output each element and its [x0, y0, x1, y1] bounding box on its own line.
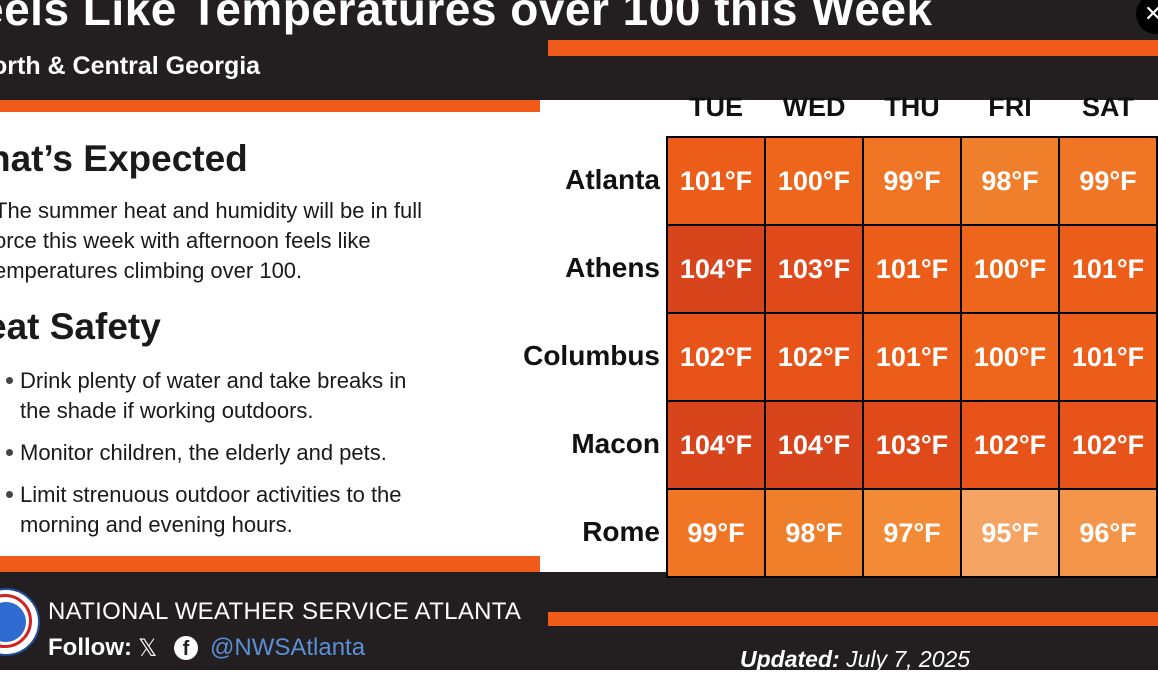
temp-cell-athens-sat: 101°F	[1060, 226, 1156, 312]
expected-line: emperatures climbing over 100.	[0, 258, 303, 283]
temp-cell-macon-sat: 102°F	[1060, 402, 1156, 488]
temp-cell-macon-tue: 104°F	[668, 402, 764, 488]
facebook-icon[interactable]: f	[174, 636, 198, 660]
accent-stripe-bottom-left	[0, 556, 540, 572]
temp-cell-macon-thu: 103°F	[864, 402, 960, 488]
temp-cell-macon-wed: 104°F	[766, 402, 862, 488]
safety-bullet: Drink plenty of water and take breaks in…	[6, 366, 500, 426]
city-label-atlanta: Atlanta	[565, 164, 660, 195]
day-header-tue: TUE	[689, 92, 743, 122]
temp-cell-rome-tue: 99°F	[668, 490, 764, 576]
temp-cell-atlanta-thu: 99°F	[864, 138, 960, 224]
city-label-rome: Rome	[582, 516, 660, 547]
bullet-line: Monitor children, the elderly and pets.	[20, 440, 387, 465]
safety-bullet: Limit strenuous outdoor activities to th…	[6, 480, 500, 540]
city-label-athens: Athens	[565, 252, 660, 283]
temp-cell-macon-fri: 102°F	[962, 402, 1058, 488]
bullet-line: Drink plenty of water and take breaks in	[20, 368, 407, 393]
bullet-dot-icon	[6, 377, 13, 384]
expected-heading: hat’s Expected	[0, 138, 248, 179]
temp-cell-columbus-sat: 101°F	[1060, 314, 1156, 400]
city-label-macon: Macon	[571, 428, 660, 459]
temp-cell-rome-sat: 96°F	[1060, 490, 1156, 576]
follow-label: Follow:	[48, 634, 132, 661]
temp-cell-columbus-tue: 102°F	[668, 314, 764, 400]
temp-cell-athens-fri: 100°F	[962, 226, 1058, 312]
expected-body: The summer heat and humidity will be in …	[0, 196, 494, 286]
accent-stripe-left	[0, 100, 540, 112]
bullet-dot-icon	[6, 491, 13, 498]
bullet-line: the shade if working outdoors.	[20, 398, 314, 423]
page-title: eels Like Temperatures over 100 this Wee…	[0, 0, 933, 35]
page-subtitle: orth & Central Georgia	[0, 52, 261, 80]
temperature-grid: 101°F 100°F 99°F 98°F 99°F 104°F 103°F 101°F 100…	[666, 136, 1158, 578]
day-header-thu: THU	[884, 92, 940, 122]
temp-cell-atlanta-wed: 100°F	[766, 138, 862, 224]
temp-cell-atlanta-fri: 98°F	[962, 138, 1058, 224]
close-icon[interactable]: ✕	[1136, 0, 1158, 34]
temp-cell-athens-wed: 103°F	[766, 226, 862, 312]
day-header-fri: FRI	[988, 92, 1032, 122]
safety-heading: eat Safety	[0, 306, 161, 347]
city-label-columbus: Columbus	[523, 340, 660, 371]
temp-cell-columbus-fri: 100°F	[962, 314, 1058, 400]
agency-name: NATIONAL WEATHER SERVICE ATLANTA	[48, 598, 522, 625]
temp-cell-atlanta-sat: 99°F	[1060, 138, 1156, 224]
bullet-line: Limit strenuous outdoor activities to th…	[20, 482, 402, 507]
bullet-dot-icon	[6, 449, 13, 456]
updated-date: July 7, 2025	[846, 646, 971, 672]
safety-bullet: Monitor children, the elderly and pets.	[6, 438, 500, 468]
temp-cell-athens-tue: 104°F	[668, 226, 764, 312]
temp-cell-rome-thu: 97°F	[864, 490, 960, 576]
accent-stripe-bottom-right	[548, 612, 1158, 626]
temp-cell-rome-fri: 95°F	[962, 490, 1058, 576]
temp-cell-columbus-thu: 101°F	[864, 314, 960, 400]
temp-cell-rome-wed: 98°F	[766, 490, 862, 576]
accent-stripe-top	[548, 40, 1158, 56]
bullet-line: morning and evening hours.	[20, 512, 293, 537]
updated-timestamp: Updated: July 7, 2025	[740, 646, 970, 673]
temp-cell-athens-thu: 101°F	[864, 226, 960, 312]
expected-line: orce this week with afternoon feels like	[0, 228, 371, 253]
day-header-sat: SAT	[1082, 92, 1134, 122]
social-handle[interactable]: @NWSAtlanta	[210, 634, 366, 661]
x-social-icon[interactable]: 𝕏	[138, 635, 158, 662]
expected-line: The summer heat and humidity will be in …	[0, 198, 422, 223]
updated-label: Updated:	[740, 646, 840, 672]
temp-cell-columbus-wed: 102°F	[766, 314, 862, 400]
temp-cell-atlanta-tue: 101°F	[668, 138, 764, 224]
day-header-wed: WED	[782, 92, 846, 122]
